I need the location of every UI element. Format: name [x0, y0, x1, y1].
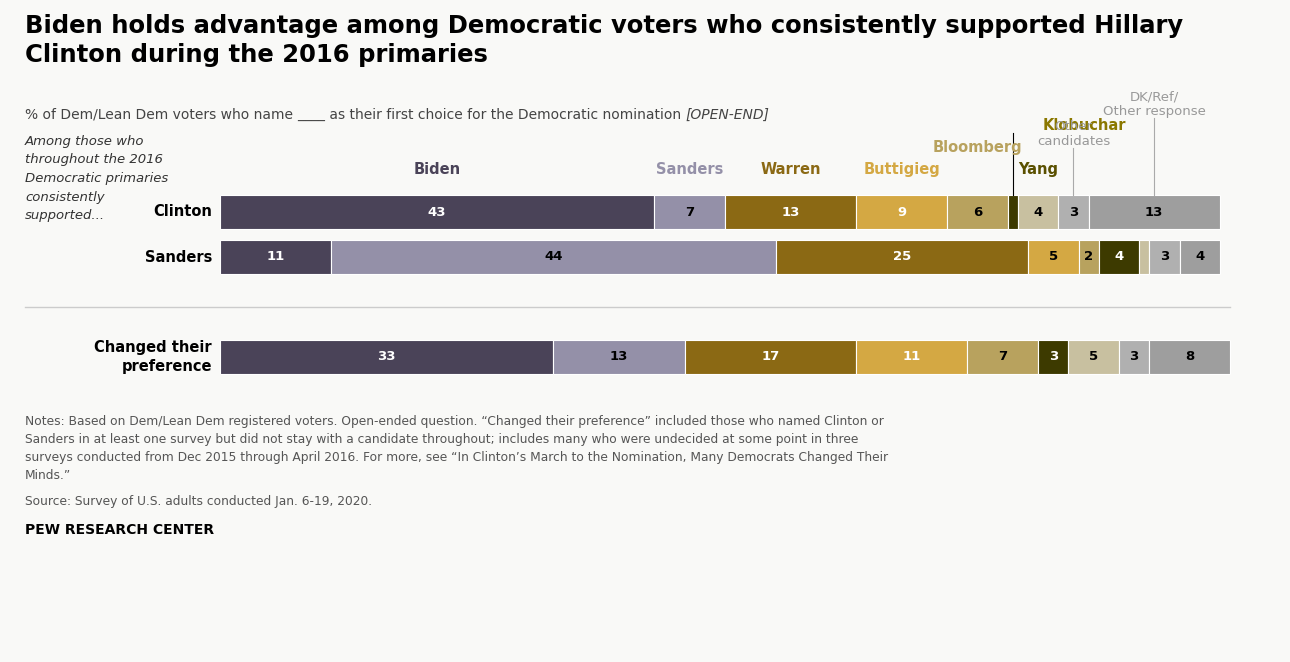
Text: 5: 5	[1049, 250, 1058, 263]
Bar	[1099, 240, 1139, 274]
Text: 3: 3	[1049, 350, 1058, 363]
Text: 25: 25	[893, 250, 911, 263]
Text: Sanders: Sanders	[144, 250, 212, 265]
Text: 13: 13	[782, 205, 800, 218]
Text: 9: 9	[897, 205, 907, 218]
Text: Notes: Based on Dem/Lean Dem registered voters. Open-ended question. “Changed th: Notes: Based on Dem/Lean Dem registered …	[25, 415, 888, 482]
Text: Bloomberg: Bloomberg	[933, 140, 1022, 155]
Text: Clinton: Clinton	[154, 205, 212, 220]
Text: Biden: Biden	[414, 162, 461, 177]
Text: 7: 7	[685, 205, 694, 218]
Bar	[221, 195, 654, 229]
Text: 2: 2	[1084, 250, 1093, 263]
Bar	[1018, 195, 1058, 229]
Text: Changed their
preference: Changed their preference	[94, 340, 212, 374]
Text: 13: 13	[1146, 205, 1164, 218]
Bar	[553, 340, 685, 374]
Text: Biden holds advantage among Democratic voters who consistently supported Hillary: Biden holds advantage among Democratic v…	[25, 14, 1183, 67]
Bar	[968, 340, 1038, 374]
Text: PEW RESEARCH CENTER: PEW RESEARCH CENTER	[25, 523, 214, 537]
Text: 3: 3	[1130, 350, 1139, 363]
Text: Among those who
throughout the 2016
Democratic primaries
consistently
supported.: Among those who throughout the 2016 Demo…	[25, 135, 168, 222]
Text: 13: 13	[610, 350, 628, 363]
Bar	[1149, 240, 1179, 274]
Text: 8: 8	[1186, 350, 1195, 363]
Bar	[1038, 340, 1068, 374]
Bar	[1007, 195, 1018, 229]
Text: 4: 4	[1033, 205, 1042, 218]
Text: Source: Survey of U.S. adults conducted Jan. 6-19, 2020.: Source: Survey of U.S. adults conducted …	[25, 495, 372, 508]
Bar	[1028, 240, 1078, 274]
Bar	[947, 195, 1007, 229]
Text: 5: 5	[1089, 350, 1098, 363]
Text: 44: 44	[544, 250, 562, 263]
Bar	[1179, 240, 1220, 274]
Text: Other
candidates: Other candidates	[1037, 120, 1111, 148]
Text: % of Dem/Lean Dem voters who name: % of Dem/Lean Dem voters who name	[25, 108, 298, 122]
Text: [OPEN-END]: [OPEN-END]	[686, 108, 770, 122]
Text: Yang: Yang	[1018, 162, 1058, 177]
Bar	[685, 340, 857, 374]
Bar	[1078, 240, 1099, 274]
Text: 3: 3	[1160, 250, 1169, 263]
Bar	[725, 195, 857, 229]
Text: 3: 3	[1069, 205, 1078, 218]
Bar	[332, 240, 775, 274]
Bar	[1149, 340, 1229, 374]
Bar	[654, 195, 725, 229]
Bar	[1058, 195, 1089, 229]
Text: 4: 4	[1195, 250, 1205, 263]
Text: 11: 11	[267, 250, 285, 263]
Text: ____: ____	[298, 108, 325, 122]
Bar	[1118, 340, 1149, 374]
Text: Klobuchar: Klobuchar	[1042, 118, 1126, 133]
Bar	[1068, 340, 1118, 374]
Text: 33: 33	[378, 350, 396, 363]
Bar	[857, 195, 947, 229]
Text: Sanders: Sanders	[655, 162, 724, 177]
Bar	[1139, 240, 1149, 274]
Text: 4: 4	[1115, 250, 1124, 263]
Text: 11: 11	[903, 350, 921, 363]
Bar	[221, 240, 332, 274]
Bar	[221, 340, 553, 374]
Text: 17: 17	[761, 350, 779, 363]
Text: 7: 7	[998, 350, 1007, 363]
Text: Buttigieg: Buttigieg	[863, 162, 940, 177]
Bar	[775, 240, 1028, 274]
Text: as their first choice for the Democratic nomination: as their first choice for the Democratic…	[325, 108, 686, 122]
Text: DK/Ref/
Other response: DK/Ref/ Other response	[1103, 90, 1206, 118]
Bar	[1089, 195, 1220, 229]
Text: 43: 43	[428, 205, 446, 218]
Bar	[857, 340, 968, 374]
Text: 6: 6	[973, 205, 982, 218]
Text: Warren: Warren	[760, 162, 820, 177]
